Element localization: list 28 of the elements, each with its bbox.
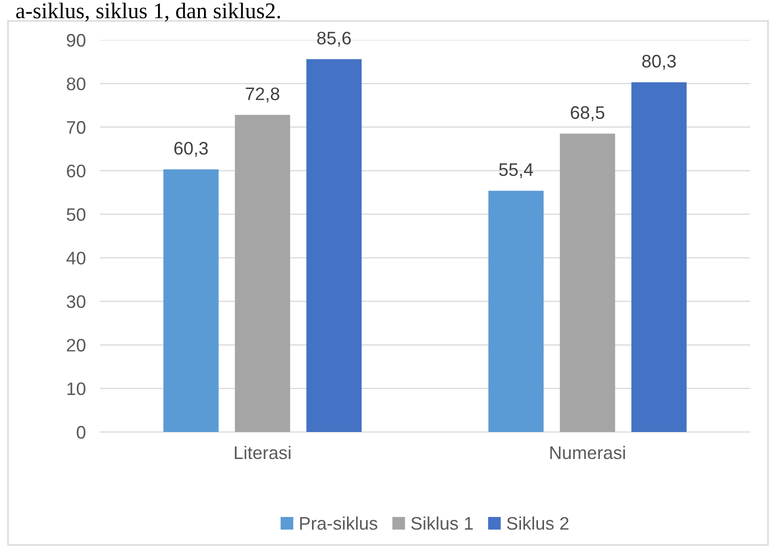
data-label: 80,3 — [642, 54, 676, 70]
y-tick-label: 10 — [67, 382, 86, 396]
y-tick-label: 30 — [66, 295, 86, 308]
y-tick-label: 0 — [76, 426, 86, 439]
bar — [488, 190, 544, 432]
y-tick-label: 90 — [66, 34, 86, 47]
data-label: 68,5 — [570, 106, 604, 122]
data-label: 85,6 — [317, 32, 351, 47]
y-tick-label: 20 — [66, 338, 86, 352]
text: a-siklus, siklus 1, dan siklus2. — [16, 2, 280, 22]
x-tick-label: Numerasi — [550, 446, 625, 460]
y-tick-label: 80 — [66, 77, 86, 90]
y-tick-label: 60 — [66, 164, 86, 178]
legend-label: Siklus 1 — [411, 516, 473, 530]
data-label: 55,4 — [499, 163, 534, 178]
bar — [631, 82, 687, 432]
legend-label: Siklus 2 — [506, 516, 568, 530]
bar — [234, 114, 290, 432]
legend-label: Pra-siklus — [300, 516, 378, 530]
y-tick-label: 70 — [66, 121, 86, 134]
x-tick-label: Literasi — [234, 446, 290, 460]
y-tick-label: 40 — [66, 252, 86, 264]
data-label: 72,8 — [246, 87, 280, 102]
bar — [163, 169, 219, 432]
bar — [306, 59, 362, 432]
data-label: 60,3 — [174, 142, 208, 157]
y-tick-label: 50 — [66, 208, 86, 221]
bar — [560, 134, 616, 432]
